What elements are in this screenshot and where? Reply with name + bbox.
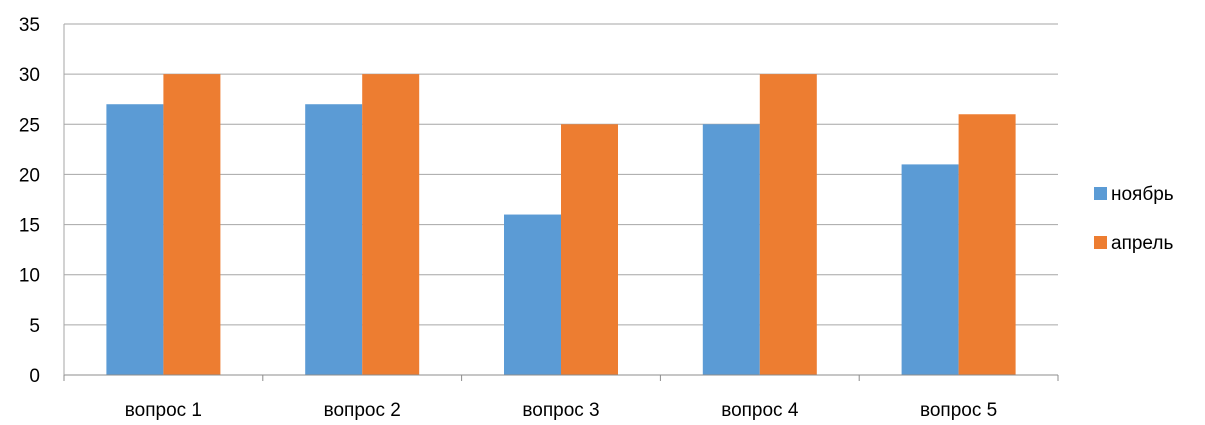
bar-апрель-вопрос-5: [958, 114, 1016, 375]
bar-апрель-вопрос-4: [759, 74, 817, 376]
bar-ноябрь-вопрос-5: [901, 164, 959, 375]
legend-label: ноябрь: [1111, 184, 1174, 205]
x-category-label: вопрос 2: [324, 400, 401, 421]
legend-label: апрель: [1111, 233, 1173, 254]
x-category-label: вопрос 1: [125, 400, 202, 421]
y-tick-label: 25: [19, 115, 40, 136]
y-tick-label: 0: [29, 366, 40, 387]
axes: [63, 24, 1059, 381]
bar-апрель-вопрос-3: [561, 124, 618, 376]
y-tick-label: 10: [19, 266, 40, 287]
y-tick-label: 35: [19, 15, 40, 36]
bar-апрель-вопрос-2: [362, 74, 420, 376]
bar-апрель-вопрос-1: [163, 74, 221, 376]
legend-swatch-ноябрь: [1094, 187, 1107, 200]
bar-ноябрь-вопрос-4: [702, 124, 760, 376]
y-tick-label: 30: [19, 65, 40, 86]
bar-ноябрь-вопрос-1: [106, 104, 164, 375]
bar-ноябрь-вопрос-2: [305, 104, 363, 375]
bars: [106, 74, 1016, 376]
legend: ноябрь апрель: [1094, 184, 1174, 254]
x-category-label: вопрос 5: [920, 400, 997, 421]
bar-ноябрь-вопрос-3: [504, 214, 561, 375]
legend-swatch-апрель: [1094, 236, 1107, 249]
y-axis-tick-labels: 0 5 10 15 20 25 30 35: [19, 15, 40, 387]
y-tick-label: 15: [19, 216, 40, 237]
y-tick-label: 5: [29, 316, 40, 337]
x-category-label: вопрос 4: [721, 400, 799, 421]
x-category-label: вопрос 3: [522, 400, 599, 421]
y-tick-label: 20: [19, 165, 40, 186]
x-axis-category-labels: вопрос 1 вопрос 2 вопрос 3 вопрос 4 вопрос 5: [125, 400, 997, 421]
